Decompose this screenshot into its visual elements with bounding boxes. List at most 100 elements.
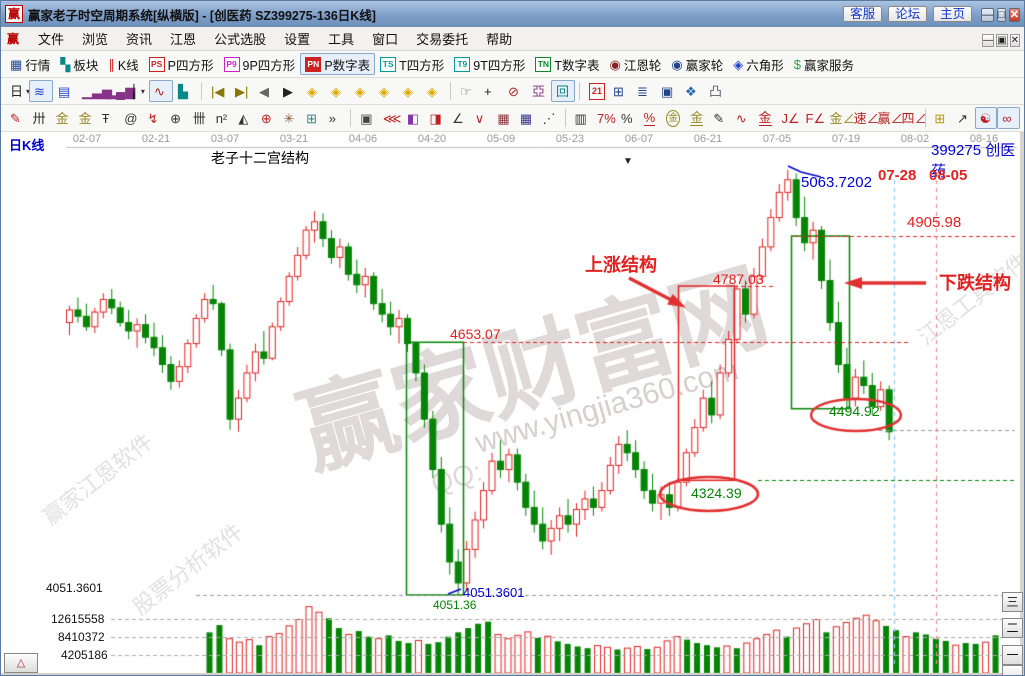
bars9-button[interactable]: ▂▄▆: [101, 80, 135, 102]
menu-item-9[interactable]: 帮助: [486, 31, 513, 47]
forum-button[interactable]: 论坛: [888, 6, 928, 22]
gold-grid2-button[interactable]: 金: [74, 107, 97, 129]
candle-style-button[interactable]: ╽ ▾: [125, 80, 149, 102]
fan-box2-button[interactable]: ◨: [424, 107, 447, 129]
quotes-button[interactable]: ▦ 行情: [5, 53, 55, 75]
gold-grid-button[interactable]: 金: [51, 107, 74, 129]
diamond-expand-button[interactable]: ◈: [350, 80, 374, 102]
p-table-button[interactable]: PN P数字表: [300, 53, 376, 75]
expand-volume-button[interactable]: △: [4, 653, 38, 673]
f-angle-button[interactable]: F∠: [801, 107, 826, 129]
target-button[interactable]: ⊕: [256, 107, 279, 129]
gann-wheel-button[interactable]: ◉ 江恩轮: [605, 53, 667, 75]
pager-button-two[interactable]: 二: [1002, 618, 1023, 638]
close-button[interactable]: ✕: [1008, 8, 1020, 22]
gann-circle-button[interactable]: ⊕: [165, 107, 188, 129]
winner-wheel-button[interactable]: ◉ 赢家轮: [666, 53, 728, 75]
diamond-left-button[interactable]: ◈: [302, 80, 326, 102]
network-button[interactable]: ❖: [680, 80, 704, 102]
print-button[interactable]: 凸: [704, 80, 728, 102]
menu-item-3[interactable]: 江恩: [170, 31, 197, 47]
pyramid-button[interactable]: ◭: [233, 107, 256, 129]
f-grid-button[interactable]: Ŧ: [97, 107, 120, 129]
win-angle-button[interactable]: 赢∠: [873, 107, 904, 129]
last-page-button[interactable]: ▶|: [230, 80, 254, 102]
menu-item-7[interactable]: 窗口: [372, 31, 399, 47]
volume-profile-button[interactable]: ▙: [173, 80, 197, 102]
bars3-button[interactable]: ▁▃▅: [77, 80, 112, 102]
minimize-button[interactable]: —: [981, 8, 995, 22]
t-square-button[interactable]: TS T四方形: [375, 53, 449, 75]
fan-box-button[interactable]: ◧: [402, 107, 425, 129]
diamond-right-button[interactable]: ◈: [326, 80, 350, 102]
calculator-button[interactable]: ⊞: [608, 80, 632, 102]
gann-bars-button[interactable]: 卅: [28, 107, 51, 129]
wave-box-button[interactable]: ∿: [731, 107, 754, 129]
menu-item-0[interactable]: 文件: [38, 31, 65, 47]
menu-item-1[interactable]: 浏览: [82, 31, 109, 47]
taiji-button[interactable]: ☯: [974, 107, 998, 129]
fan-lines-button[interactable]: ⋘: [378, 107, 402, 129]
grid-dark-button[interactable]: ▦: [492, 107, 515, 129]
f10-info-button[interactable]: ▤: [53, 80, 77, 102]
star-grid-button[interactable]: ✳: [279, 107, 302, 129]
next-page-button[interactable]: ▶: [278, 80, 302, 102]
four-angle-button[interactable]: 四∠: [897, 107, 928, 129]
9t-square-button[interactable]: T9 9T四方形: [449, 53, 530, 75]
sectors-button[interactable]: ▚ 板块: [55, 53, 103, 75]
kline-chart-canvas[interactable]: [1, 132, 1024, 675]
more-tools-button[interactable]: »: [324, 107, 347, 129]
gann-tool-button[interactable]: 亞: [527, 80, 551, 102]
gold-angle-button[interactable]: 金∠: [825, 107, 856, 129]
infinity-button[interactable]: ∞: [997, 107, 1020, 129]
notes-button[interactable]: ≣: [632, 80, 656, 102]
j-angle-button[interactable]: J∠: [777, 107, 801, 129]
crosshair-button[interactable]: +: [479, 80, 503, 102]
menu-item-6[interactable]: 工具: [328, 31, 355, 47]
spiral-button[interactable]: @: [119, 107, 142, 129]
pen-red-button[interactable]: ✎: [5, 107, 28, 129]
gold-circle-button[interactable]: 金: [661, 107, 685, 129]
restore-button[interactable]: □: [997, 8, 1006, 22]
percent-line-button[interactable]: %: [639, 107, 662, 129]
angle-lines-button[interactable]: ∠: [447, 107, 470, 129]
menu-item-4[interactable]: 公式选股: [214, 31, 267, 47]
seven-percent-button[interactable]: 7%: [592, 107, 616, 129]
speed-angle-button[interactable]: 速∠: [849, 107, 880, 129]
gold-red-button[interactable]: 金: [754, 107, 777, 129]
diamond-cross-button[interactable]: ◈: [398, 80, 422, 102]
marker-pen-button[interactable]: ↯: [142, 107, 165, 129]
diamond-compress-button[interactable]: ◈: [374, 80, 398, 102]
mini-chart-button[interactable]: ↗: [952, 107, 975, 129]
box-tool-button[interactable]: ▣: [355, 107, 378, 129]
zigzag-button[interactable]: ∨: [470, 107, 493, 129]
ruler-button[interactable]: 卌: [188, 107, 211, 129]
save-button[interactable]: ▣: [656, 80, 680, 102]
ink-pen-button[interactable]: ✎: [708, 107, 731, 129]
cycle-tool-button[interactable]: 回: [551, 80, 575, 102]
percent-button[interactable]: %: [616, 107, 639, 129]
compress-view-button[interactable]: ≋: [29, 80, 53, 102]
support-button[interactable]: 客服: [843, 6, 883, 22]
kline-button[interactable]: ∥ K线: [103, 53, 143, 75]
wave-tool-button[interactable]: ∿: [149, 80, 173, 102]
winner-service-button[interactable]: $ 赢家服务: [789, 53, 859, 75]
calendar-button[interactable]: 21: [584, 80, 608, 102]
mdi-minimize-button[interactable]: ―: [982, 33, 995, 47]
first-page-button[interactable]: |◀: [206, 80, 230, 102]
menu-item-8[interactable]: 交易委托: [416, 31, 469, 47]
n2-button[interactable]: n²: [211, 107, 234, 129]
mdi-close-button[interactable]: ✕: [1009, 33, 1020, 47]
pager-button-next[interactable]: →: [1002, 665, 1023, 675]
slant-lines-button[interactable]: ⋰: [538, 107, 561, 129]
pager-button-one[interactable]: 一: [1002, 645, 1023, 665]
net-grid-button[interactable]: ⊞: [301, 107, 324, 129]
pager-button-three[interactable]: 三: [1002, 592, 1023, 612]
kline-period-button[interactable]: 日▾: [5, 80, 30, 102]
measure-button[interactable]: ⊘: [503, 80, 527, 102]
t-table-button[interactable]: TN T数字表: [530, 53, 604, 75]
diamond-star-button[interactable]: ◈: [422, 80, 446, 102]
grid-cross-button[interactable]: ⊞: [929, 107, 952, 129]
gold-line-button[interactable]: 金: [685, 107, 708, 129]
menu-item-2[interactable]: 资讯: [126, 31, 153, 47]
